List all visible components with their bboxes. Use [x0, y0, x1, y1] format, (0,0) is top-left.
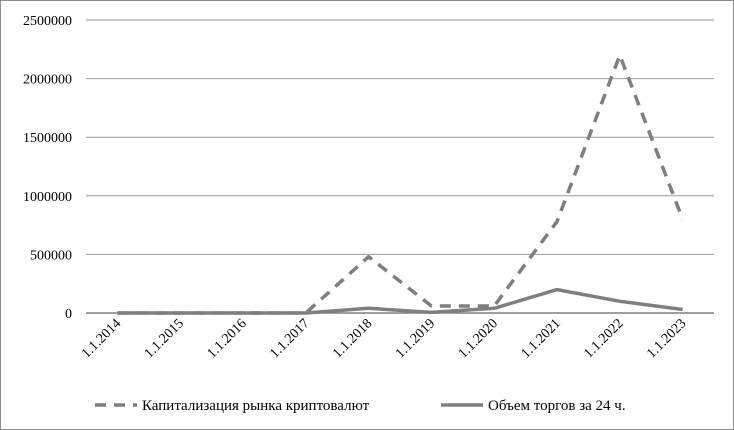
- x-tick-label: 1.1.2015: [142, 316, 187, 361]
- y-tick-label: 500000: [30, 248, 72, 263]
- x-tick-label: 1.1.2018: [330, 316, 375, 361]
- x-axis-ticks: 1.1.2014 1.1.2015 1.1.2016 1.1.2017 1.1.2018…: [79, 316, 689, 361]
- y-axis-ticks: 0 500000 1000000 1500000 2000000 2500000: [23, 14, 72, 322]
- series-lines: [117, 53, 685, 315]
- legend-label-capitalization: Капитализация рынка криптовалют: [142, 398, 370, 414]
- x-tick-label: 1.1.2017: [267, 316, 312, 361]
- series-line-capitalization: [117, 53, 685, 315]
- y-tick-label: 1000000: [23, 190, 72, 205]
- x-tick-label: 1.1.2016: [205, 316, 250, 361]
- x-tick-label: 1.1.2020: [456, 316, 501, 361]
- y-tick-label: 0: [65, 307, 72, 322]
- y-tick-label: 2000000: [23, 73, 72, 88]
- x-tick-label: 1.1.2021: [519, 316, 564, 361]
- series-line-volume: [117, 287, 683, 315]
- x-tick-label: 1.1.2019: [393, 316, 438, 361]
- x-tick-label: 1.1.2022: [581, 316, 626, 361]
- y-tick-label: 1500000: [23, 131, 72, 146]
- y-tick-label: 2500000: [23, 14, 72, 29]
- x-tick-label: 1.1.2023: [644, 316, 689, 361]
- legend: Капитализация рынка криптовалют Объем то…: [95, 398, 626, 414]
- x-tick-label: 1.1.2014: [79, 316, 124, 361]
- gridlines: [86, 19, 714, 314]
- legend-label-volume: Объем торгов за 24 ч.: [488, 398, 626, 414]
